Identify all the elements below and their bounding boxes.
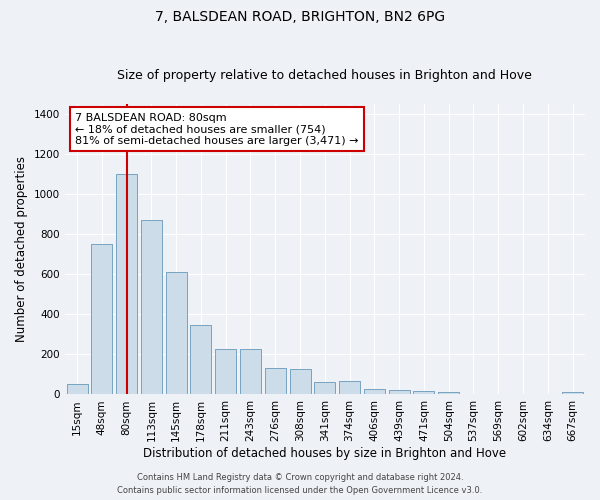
Bar [413, 392, 434, 394]
Title: Size of property relative to detached houses in Brighton and Hove: Size of property relative to detached ho… [118, 69, 532, 82]
Bar [240, 350, 261, 395]
Bar [290, 369, 311, 394]
Text: 7 BALSDEAN ROAD: 80sqm
← 18% of detached houses are smaller (754)
81% of semi-de: 7 BALSDEAN ROAD: 80sqm ← 18% of detached… [75, 112, 359, 146]
Text: 7, BALSDEAN ROAD, BRIGHTON, BN2 6PG: 7, BALSDEAN ROAD, BRIGHTON, BN2 6PG [155, 10, 445, 24]
Bar [438, 392, 459, 394]
Bar [67, 384, 88, 394]
Text: Contains HM Land Registry data © Crown copyright and database right 2024.
Contai: Contains HM Land Registry data © Crown c… [118, 474, 482, 495]
X-axis label: Distribution of detached houses by size in Brighton and Hove: Distribution of detached houses by size … [143, 447, 506, 460]
Bar [215, 350, 236, 395]
Bar [339, 381, 360, 394]
Bar [190, 326, 211, 394]
Bar [116, 174, 137, 394]
Bar [364, 389, 385, 394]
Bar [91, 244, 112, 394]
Y-axis label: Number of detached properties: Number of detached properties [15, 156, 28, 342]
Bar [166, 272, 187, 394]
Bar [141, 220, 162, 394]
Bar [389, 390, 410, 394]
Bar [265, 368, 286, 394]
Bar [314, 382, 335, 394]
Bar [562, 392, 583, 394]
